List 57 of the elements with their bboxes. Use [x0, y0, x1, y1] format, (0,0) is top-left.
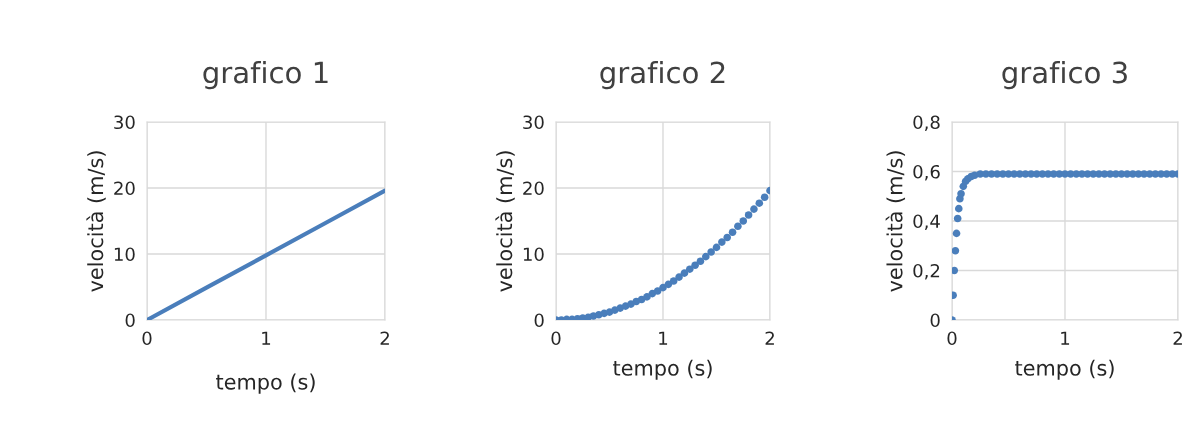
point — [691, 261, 699, 270]
y-tick-label: 10 — [114, 247, 135, 262]
point — [952, 229, 961, 238]
x-tick-label: 2 — [1173, 331, 1182, 345]
y-tick-label: 20 — [114, 181, 135, 196]
point — [680, 269, 689, 277]
x-tick-label: 0 — [551, 331, 561, 346]
y-axis-title: velocità (m/s) — [885, 151, 906, 292]
x-tick-label: 2 — [765, 331, 774, 345]
point — [669, 277, 678, 285]
y-tick-label: 0,8 — [913, 115, 940, 131]
point — [744, 211, 753, 219]
point — [957, 189, 965, 198]
x-tick-label: 1 — [659, 331, 668, 345]
point — [723, 233, 731, 242]
point — [718, 238, 726, 246]
point — [734, 222, 742, 231]
chart-title: grafico 2 — [600, 60, 725, 90]
y-tick-label: 30 — [114, 115, 135, 130]
point — [653, 287, 662, 295]
y-tick-label: 30 — [523, 115, 544, 130]
point — [643, 293, 651, 301]
point — [750, 205, 758, 213]
y-tick-label: 10 — [523, 247, 544, 262]
y-axis-title: velocità (m/s) — [86, 151, 106, 292]
point — [739, 217, 748, 225]
point — [702, 252, 710, 261]
point — [952, 266, 959, 275]
y-tick-label: 0 — [125, 313, 135, 328]
x-tick-label: 2 — [380, 331, 389, 345]
y-axis-title: velocità (m/s) — [495, 151, 515, 292]
point — [953, 214, 962, 223]
x-tick-label: 0 — [142, 331, 152, 346]
point — [728, 228, 737, 237]
chart-title: grafico 1 — [203, 60, 328, 90]
point — [707, 248, 715, 256]
x-axis-title: tempo (s) — [216, 373, 315, 394]
x-tick-label: 0 — [947, 331, 957, 346]
x-axis-title: tempo (s) — [613, 359, 712, 380]
y-tick-label: 0,2 — [913, 263, 940, 280]
point — [952, 246, 960, 255]
x-tick-label: 1 — [1061, 331, 1070, 345]
point — [675, 273, 683, 281]
chart-title: grafico 3 — [1002, 60, 1127, 90]
point — [685, 265, 694, 273]
point — [755, 199, 764, 207]
point — [696, 257, 705, 266]
x-tick-label: 1 — [262, 331, 271, 345]
y-tick-label: 0 — [534, 313, 544, 328]
y-tick-label: 0,4 — [913, 214, 940, 230]
x-axis-title: tempo (s) — [1015, 359, 1114, 380]
y-tick-label: 20 — [523, 181, 544, 196]
y-tick-label: 0 — [930, 313, 940, 328]
y-tick-label: 0,6 — [913, 164, 940, 181]
point — [712, 243, 721, 252]
point — [954, 204, 963, 213]
point — [760, 193, 769, 202]
